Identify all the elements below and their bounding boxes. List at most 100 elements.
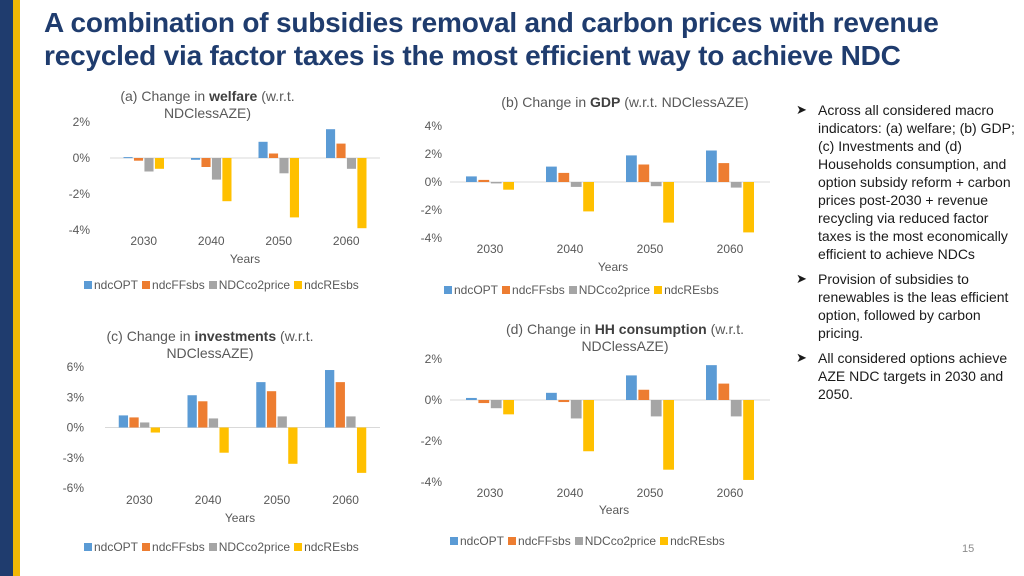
- arrow-bullet-icon: ➤: [796, 271, 807, 286]
- legend-item-ndcREsbs: ndcREsbs: [660, 534, 725, 548]
- bar-NDCco2price-2060: [730, 182, 742, 188]
- bar-ndcFFsbs-2050: [266, 391, 277, 428]
- bullet-item: ➤ All considered options achieve AZE NDC…: [796, 349, 1018, 403]
- bar-ndcREsbs-2040: [583, 182, 594, 212]
- bar-ndcOPT-2040: [546, 166, 557, 182]
- bar-ndcFFsbs-2040: [558, 172, 570, 182]
- slide-title: A combination of subsidies removal and c…: [44, 7, 939, 71]
- legend-swatch: [208, 543, 217, 551]
- chart-title: (a) Change in welfare (w.r.t. NDClessAZE…: [120, 88, 295, 121]
- bar-ndcOPT-2060: [325, 370, 335, 428]
- legend-swatch: [84, 281, 92, 289]
- x-tick-label: 2050: [264, 493, 291, 507]
- legend-label: ndcOPT: [460, 534, 505, 548]
- legend-swatch: [294, 281, 303, 289]
- legend-swatch: [294, 543, 303, 551]
- legend-label: ndcREsbs: [664, 283, 719, 297]
- bar-ndcREsbs-2060: [356, 427, 367, 473]
- bar-ndcOPT-2030: [123, 157, 133, 159]
- bar-NDCco2price-2050: [650, 182, 662, 187]
- bar-ndcOPT-2040: [546, 392, 557, 400]
- legend-item-ndcREsbs: ndcREsbs: [294, 540, 359, 554]
- legend-label: ndcOPT: [94, 278, 139, 292]
- bar-ndcOPT-2060: [706, 365, 717, 400]
- legend-item-ndcOPT: ndcOPT: [84, 278, 138, 292]
- page-number: 15: [962, 543, 975, 555]
- bar-ndcOPT-2040: [187, 395, 197, 428]
- gdp-chart: (b) Change in GDP (w.r.t. NDClessAZE) 4%…: [420, 85, 780, 300]
- bar-ndcREsbs-2050: [289, 158, 299, 218]
- legend-item-ndcFFsbs: ndcFFsbs: [508, 534, 571, 548]
- legend-item-NDCco2price: NDCco2price: [568, 283, 650, 297]
- x-tick-label: 2050: [637, 242, 664, 256]
- bar-ndcREsbs-2030: [503, 182, 514, 190]
- x-tick-label: 2040: [198, 234, 225, 248]
- legend-swatch: [568, 286, 577, 294]
- bar-ndcREsbs-2050: [663, 400, 674, 470]
- bar-NDCco2price-2030: [490, 182, 502, 184]
- legend-item-ndcOPT: ndcOPT: [444, 283, 498, 297]
- bullet-item: ➤ Provision of subsidies to renewables i…: [796, 270, 1018, 342]
- bar-ndcREsbs-2050: [663, 182, 674, 223]
- bar-ndcREsbs-2030: [503, 400, 514, 415]
- chart-title: (d) Change in HH consumption (w.r.t. NDC…: [505, 321, 745, 354]
- bar-ndcFFsbs-2040: [558, 400, 570, 403]
- legend-label: ndcOPT: [454, 283, 499, 297]
- bar-ndcFFsbs-2030: [133, 158, 144, 161]
- legend-label: NDCco2price: [218, 278, 291, 292]
- bar-NDCco2price-2040: [211, 158, 222, 180]
- y-tick-label: -3%: [63, 451, 85, 465]
- bullet-text: All considered options achieve AZE NDC t…: [818, 350, 1008, 402]
- chart-svg: 4% 2% 0% -2% -4% 2030 2040 2050 2060 Years: [421, 119, 770, 274]
- y-tick-label: 6%: [67, 360, 85, 374]
- y-tick-label: 0%: [73, 151, 91, 165]
- chart-legend: ndcOPT ndcFFsbs NDCco2price ndcREsbs: [84, 540, 363, 554]
- bullet-text: Across all considered macro indicators: …: [818, 102, 1015, 262]
- legend-item-NDCco2price: NDCco2price: [574, 534, 656, 548]
- sidebar-blue-stripe: [0, 0, 13, 576]
- legend-item-ndcFFsbs: ndcFFsbs: [502, 283, 565, 297]
- legend-item-NDCco2price: NDCco2price: [208, 540, 291, 554]
- legend-label: NDCco2price: [218, 540, 291, 554]
- chart-svg: 2% 0% -2% -4% 2030 2040 2050 2060 Years: [69, 115, 380, 266]
- bar-ndcFFsbs-2050: [638, 164, 650, 182]
- y-tick-label: -2%: [421, 203, 443, 217]
- legend-swatch: [450, 537, 458, 545]
- chart-title: (c) Change in investments (w.r.t. NDCles…: [106, 328, 314, 361]
- bar-ndcFFsbs-2030: [478, 179, 490, 182]
- legend-label: ndcFFsbs: [518, 534, 571, 548]
- y-tick-label: -2%: [421, 434, 443, 448]
- bullet-item: ➤ Across all considered macro indicators…: [796, 101, 1018, 263]
- y-tick-label: -6%: [63, 481, 85, 495]
- bar-ndcOPT-2050: [626, 155, 637, 182]
- x-tick-label: 2040: [195, 493, 222, 507]
- x-tick-label: 2050: [265, 234, 292, 248]
- x-tick-label: 2040: [557, 242, 584, 256]
- bar-ndcREsbs-2040: [583, 400, 594, 452]
- investments-chart: (c) Change in investments (w.r.t. NDCles…: [50, 322, 390, 557]
- legend-swatch: [660, 537, 669, 545]
- bar-ndcOPT-2050: [256, 382, 266, 428]
- legend-label: ndcOPT: [94, 540, 139, 554]
- legend-swatch: [142, 543, 151, 551]
- y-tick-label: 2%: [425, 147, 443, 161]
- bar-NDCco2price-2060: [346, 416, 356, 428]
- key-findings-list: ➤ Across all considered macro indicators…: [796, 101, 1018, 410]
- bar-ndcREsbs-2040: [222, 158, 232, 202]
- bar-ndcREsbs-2050: [288, 427, 298, 464]
- bar-ndcFFsbs-2060: [718, 163, 730, 182]
- x-tick-label: 2060: [333, 234, 360, 248]
- y-tick-label: 0%: [425, 175, 443, 189]
- bar-ndcREsbs-2060: [743, 400, 754, 480]
- x-tick-label: 2040: [557, 486, 584, 500]
- legend-item-ndcOPT: ndcOPT: [450, 534, 504, 548]
- legend-label: ndcFFsbs: [152, 540, 205, 554]
- y-tick-label: -4%: [69, 223, 91, 237]
- bar-ndcOPT-2030: [466, 397, 477, 400]
- y-tick-label: 0%: [67, 421, 85, 435]
- bar-ndcFFsbs-2050: [268, 153, 279, 158]
- legend-label: ndcREsbs: [304, 540, 359, 554]
- y-tick-label: -2%: [69, 187, 91, 201]
- legend-item-ndcREsbs: ndcREsbs: [294, 278, 359, 292]
- hh-consumption-chart: (d) Change in HH consumption (w.r.t. NDC…: [420, 315, 780, 555]
